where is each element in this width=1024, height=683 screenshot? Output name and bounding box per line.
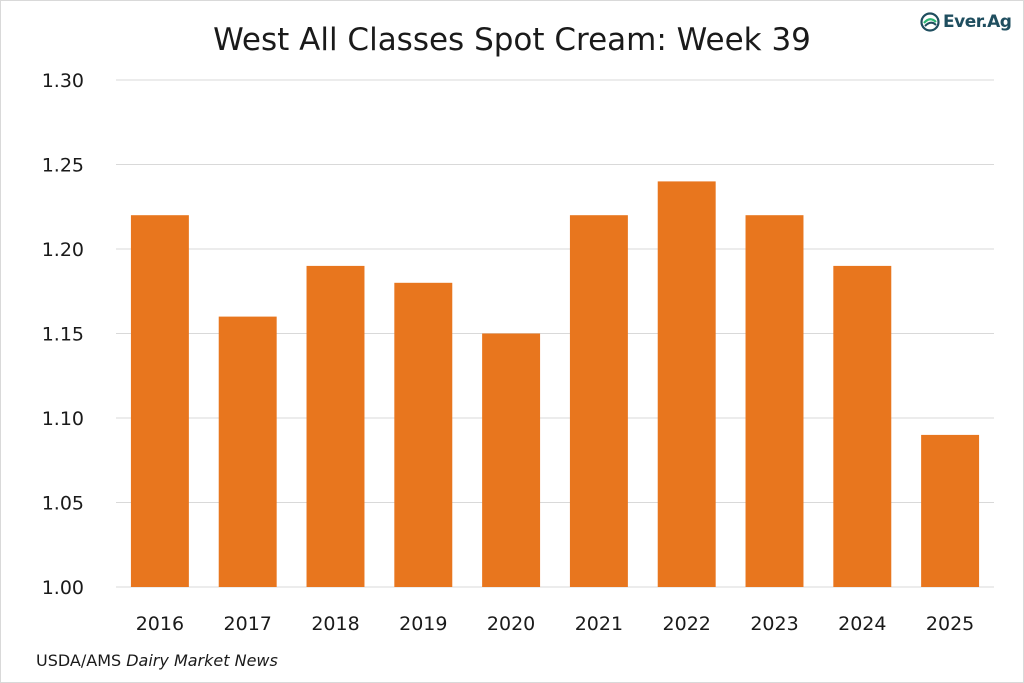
x-tick-label: 2025	[926, 613, 974, 635]
chart-title: West All Classes Spot Cream: Week 39	[213, 22, 811, 58]
ever-ag-logo-text: Ever.Ag	[943, 12, 1012, 32]
y-tick-label: 1.05	[42, 493, 84, 515]
bar-2023	[745, 215, 804, 587]
bar-2019	[394, 282, 453, 587]
ever-ag-logo: Ever.Ag	[920, 12, 1012, 32]
source-prefix: USDA/AMS	[36, 651, 127, 670]
x-tick-label: 2023	[750, 613, 798, 635]
bar-2022	[657, 181, 716, 587]
bar-2020	[482, 333, 541, 587]
x-tick-label: 2018	[311, 613, 359, 635]
bar-2025	[921, 434, 980, 587]
source-italic: Dairy Market News	[126, 651, 278, 670]
bars	[130, 181, 980, 587]
x-tick-label: 2024	[838, 613, 886, 635]
bar-2018	[306, 265, 365, 587]
bar-2017	[218, 316, 277, 587]
ever-ag-logo-icon	[920, 12, 940, 32]
bar-2021	[569, 215, 628, 587]
x-axis-ticks: 2016 2017 2018 2019 2020 2021 2022 2023 2024 2025	[136, 613, 975, 635]
y-tick-label: 1.10	[42, 408, 84, 430]
x-tick-label: 2021	[575, 613, 623, 635]
source-note: USDA/AMS Dairy Market News	[36, 651, 278, 670]
y-tick-label: 1.15	[42, 324, 84, 346]
y-tick-label: 1.00	[42, 577, 84, 599]
y-tick-label: 1.30	[42, 70, 84, 92]
x-tick-label: 2017	[224, 613, 272, 635]
x-tick-label: 2019	[399, 613, 447, 635]
x-tick-label: 2020	[487, 613, 535, 635]
x-tick-label: 2022	[663, 613, 711, 635]
bar-2016	[130, 215, 189, 587]
y-axis-ticks: 1.00 1.05 1.10 1.15 1.20 1.25 1.30	[42, 70, 84, 599]
y-tick-label: 1.20	[42, 239, 84, 261]
y-tick-label: 1.25	[42, 155, 84, 177]
bar-2024	[833, 265, 892, 587]
x-tick-label: 2016	[136, 613, 184, 635]
